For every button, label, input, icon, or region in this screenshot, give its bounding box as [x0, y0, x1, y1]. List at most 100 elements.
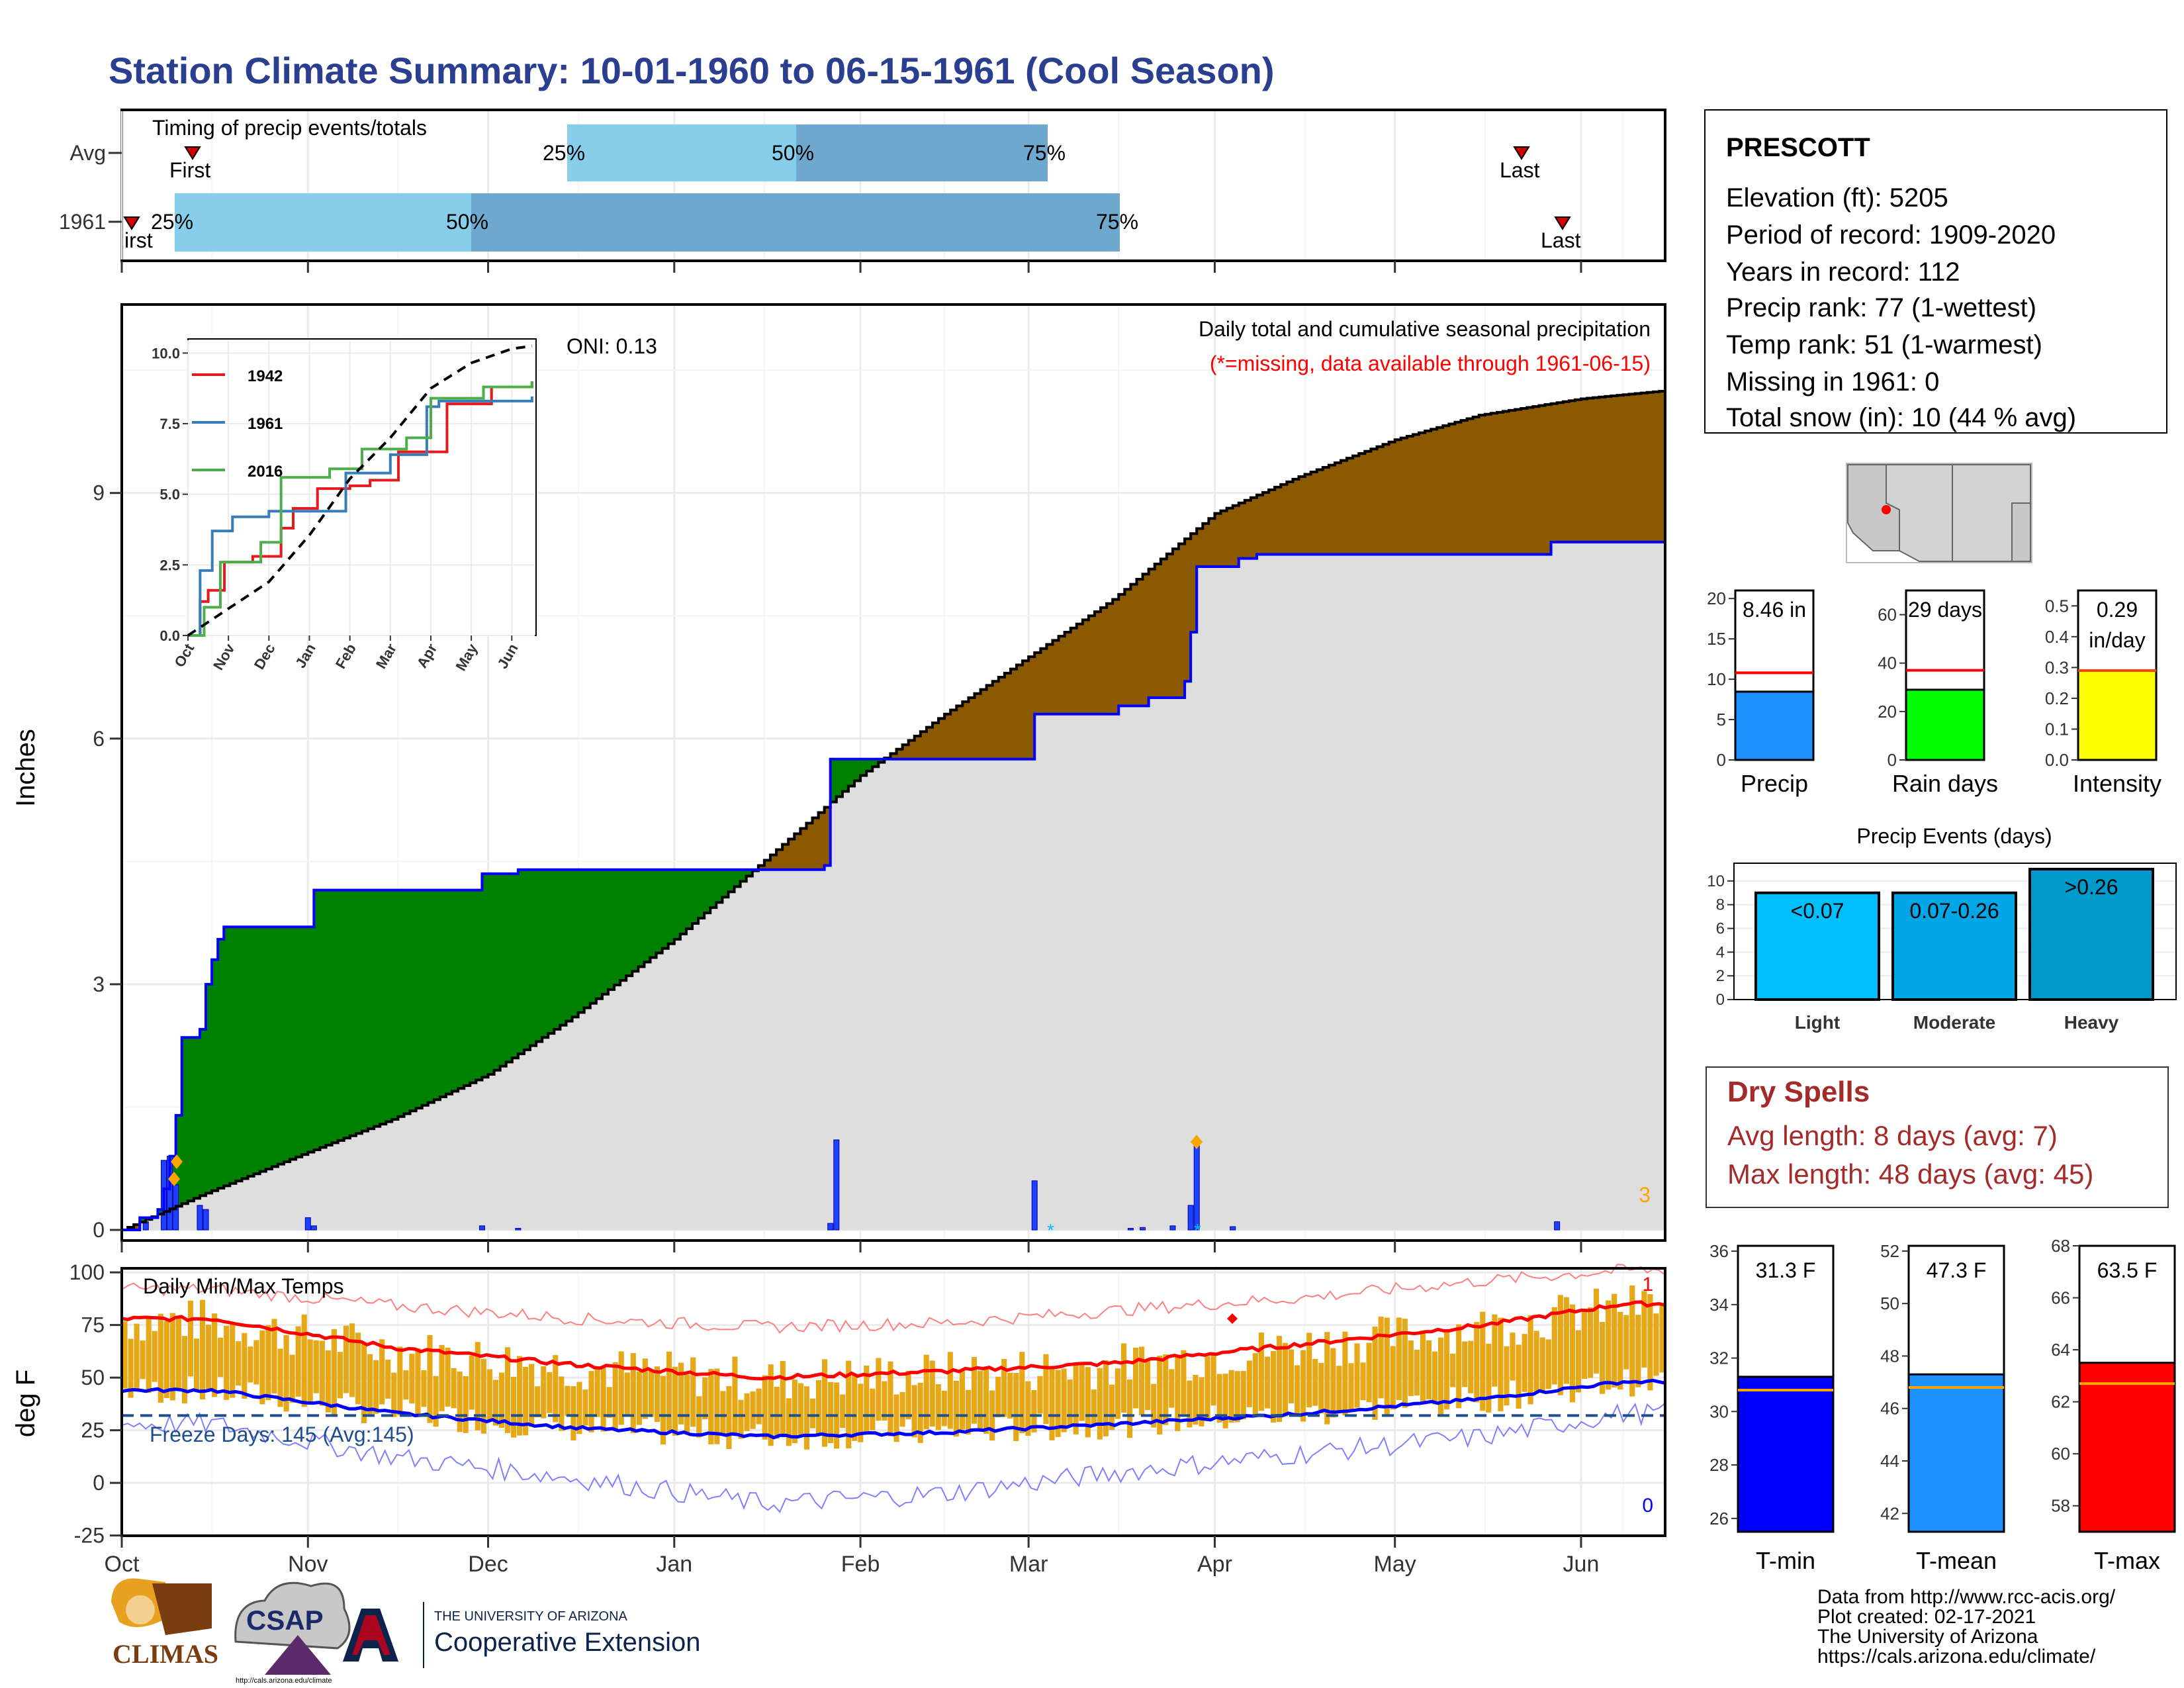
daily-temp-bar [289, 1354, 295, 1403]
daily-temp-bar [1593, 1288, 1600, 1374]
daily-temp-bar [1264, 1356, 1270, 1409]
daily-temp-bar [193, 1338, 200, 1392]
avg-bar-50-75 [796, 124, 1048, 181]
temp-summary-y-tick: 34 [1709, 1295, 1729, 1315]
daily-temp-bar [498, 1372, 505, 1429]
daily-temp-bar [1061, 1368, 1067, 1432]
summary-y-tick: 0.3 [2045, 657, 2069, 677]
daily-temp-bar [1282, 1342, 1289, 1417]
daily-temp-bar [397, 1346, 403, 1416]
daily-temp-bar [1252, 1353, 1258, 1416]
temperature-panel: Daily Min/Max Temps Freeze Days: 145 (Av… [11, 261, 1666, 1577]
daily-temp-bar [1037, 1376, 1043, 1414]
daily-temp-bar [337, 1352, 343, 1399]
daily-temp-bar [1612, 1293, 1617, 1388]
daily-temp-bar [218, 1337, 224, 1378]
daily-temp-bar [325, 1350, 331, 1413]
temp-summary-y-tick: 44 [1880, 1451, 1899, 1471]
daily-temp-bar [977, 1370, 983, 1430]
1961-bar-50-75 [471, 193, 1120, 252]
temp-summary-label: T-mean [1916, 1547, 1997, 1574]
daily-temp-bar [535, 1386, 541, 1417]
daily-temp-bar [1480, 1311, 1486, 1411]
temp-summary-label: T-min [1756, 1547, 1815, 1574]
daily-temp-bar [1432, 1351, 1438, 1405]
daily-temp-bar [887, 1361, 893, 1436]
events-y-tick: 6 [1716, 920, 1725, 938]
daily-temp-bar [1372, 1326, 1378, 1421]
avg-first-marker [184, 146, 201, 160]
summary-value: 29 days [1908, 598, 1982, 622]
daily-temp-bar [905, 1370, 911, 1420]
daily-temp-bar [122, 1321, 128, 1389]
daily-temp-bar [1240, 1371, 1246, 1420]
daily-temp-bar [899, 1391, 905, 1427]
daily-temp-bar [187, 1300, 194, 1377]
daily-temp-bar [230, 1322, 236, 1398]
inset-line-1961 [188, 397, 533, 637]
daily-temp-bar [809, 1398, 816, 1429]
avg-max-line [121, 1300, 1666, 1381]
temp-panel-label: Daily Min/Max Temps [143, 1274, 343, 1298]
daily-temp-bar [672, 1366, 678, 1436]
daily-temp-bar [1330, 1348, 1336, 1418]
daily-temp-bar [1169, 1369, 1175, 1408]
daily-temp-bar [1216, 1374, 1222, 1423]
daily-temp-bar [1444, 1330, 1450, 1410]
daily-temp-bar [391, 1372, 397, 1417]
daily-temp-bar [403, 1370, 409, 1400]
station-line-3: Precip rank: 77 (1-wettest) [1726, 293, 2036, 322]
daily-precip-bar [310, 1225, 317, 1231]
daily-temp-bar [1181, 1350, 1187, 1415]
locator-map [1846, 463, 2032, 563]
daily-temp-bar [690, 1357, 696, 1427]
daily-temp-bar [1486, 1343, 1492, 1413]
summary-value: 0.29 [2097, 598, 2138, 622]
daily-temp-bar [517, 1356, 523, 1436]
precip-event-bar-heavy [2028, 867, 2154, 1002]
dry-spells-box: Dry Spells Avg length: 8 days (avg: 7) M… [1706, 1066, 2169, 1208]
summary-bar-charts: 0 5 10 15 20 8.46 in Precip 0 20 40 60 29 days Rain … [1707, 588, 2161, 797]
daily-temp-bar [570, 1386, 576, 1441]
precip-event-bar-light [1754, 891, 1880, 1001]
climas-logo: CLIMAS [111, 1578, 218, 1669]
daily-temp-bar [1234, 1371, 1240, 1423]
daily-temp-bar [146, 1317, 152, 1393]
precip-event-category: Heavy [2064, 1012, 2119, 1033]
daily-precip-bar [515, 1228, 522, 1231]
daily-temp-bar [1527, 1315, 1533, 1405]
daily-temp-bar [1097, 1368, 1103, 1440]
summary-y-tick: 40 [1878, 653, 1897, 673]
daily-temp-bar [1055, 1370, 1061, 1437]
timing-panel: Timing of precip events/totals 25% 50% 7… [59, 109, 1666, 262]
summary-y-tick: 0.1 [2045, 719, 2069, 739]
legend-1942: 1942 [248, 367, 283, 385]
summary-value: 8.46 in [1743, 598, 1806, 622]
precip-event-category: Light [1795, 1012, 1840, 1033]
daily-temp-bar [409, 1354, 415, 1404]
daily-temp-bar [565, 1385, 570, 1417]
daily-temp-bar [301, 1314, 307, 1407]
station-info-box: PRESCOTT Elevation (ft): 5205 Period of … [1704, 109, 2167, 434]
daily-temp-bar [1575, 1330, 1582, 1393]
daily-temp-bar [1623, 1315, 1629, 1370]
daily-temp-bar [283, 1335, 289, 1412]
daily-temp-bar [840, 1394, 846, 1429]
month-tick: Apr [1197, 1552, 1232, 1577]
daily-temp-bar [1539, 1337, 1545, 1392]
above-average-area [140, 759, 885, 1223]
temp-summary-y-tick: 64 [2051, 1340, 2070, 1360]
station-line-2: Years in record: 112 [1726, 258, 1960, 287]
credit-line-1: Plot created: 02-17-2021 [1817, 1606, 2036, 1628]
daily-precip-bar [1031, 1180, 1038, 1231]
precip-y-axis-label: Inches [11, 729, 40, 807]
temp-summary-y-tick: 50 [1880, 1293, 1899, 1313]
daily-temp-bar [199, 1299, 206, 1400]
daily-temp-bar [1085, 1367, 1091, 1438]
snow-marker [1191, 1135, 1203, 1149]
month-tick: Jan [656, 1552, 692, 1577]
daily-temp-bar [457, 1371, 463, 1432]
below-average-area [128, 391, 1665, 1231]
temp-y-tick: 75 [81, 1313, 105, 1337]
inset-avg-line [187, 344, 533, 637]
